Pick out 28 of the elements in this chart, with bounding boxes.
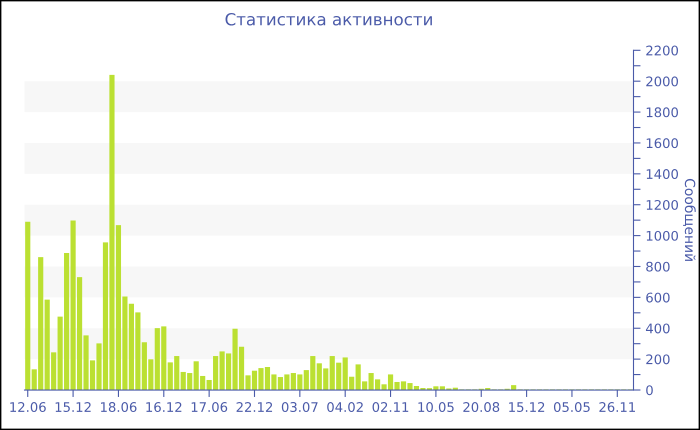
x-tick-label: 22.12 — [236, 402, 272, 412]
y-tick-label: 400 — [646, 323, 670, 334]
x-tick-label: 18.06 — [101, 402, 136, 412]
x-tick-label: 26.11 — [599, 402, 635, 412]
y-axis-title: Сообщений — [683, 178, 696, 261]
y-tick-label: 200 — [646, 354, 670, 364]
x-tick-label: 12.06 — [10, 402, 46, 412]
x-tick-label: 17.06 — [192, 402, 228, 412]
y-tick-label: 1800 — [646, 107, 678, 118]
y-tick-label: 1600 — [646, 138, 678, 148]
x-tick-label: 20.08 — [463, 402, 500, 412]
y-tick-label: 800 — [646, 262, 670, 272]
x-tick-label: 02.11 — [372, 402, 408, 412]
y-tick-label: 1200 — [646, 200, 678, 210]
x-tick-label: 16.12 — [146, 402, 182, 412]
x-tick-label: 03.07 — [282, 402, 318, 412]
y-tick-label: 1000 — [646, 230, 678, 241]
x-tick-label: 15.12 — [509, 402, 544, 412]
x-tick-label: 05.05 — [554, 402, 590, 412]
x-tick-label: 10.05 — [418, 402, 454, 412]
y-tick-label: 2200 — [646, 46, 678, 56]
x-tick-label: 15.12 — [56, 402, 91, 412]
chart-title: Статистика активности — [226, 12, 432, 26]
y-tick-label: 600 — [646, 292, 670, 303]
y-tick-label: 2000 — [646, 76, 678, 86]
x-tick-label: 04.02 — [327, 402, 363, 412]
y-tick-label: 0 — [646, 385, 653, 396]
y-tick-label: 1400 — [646, 169, 678, 180]
